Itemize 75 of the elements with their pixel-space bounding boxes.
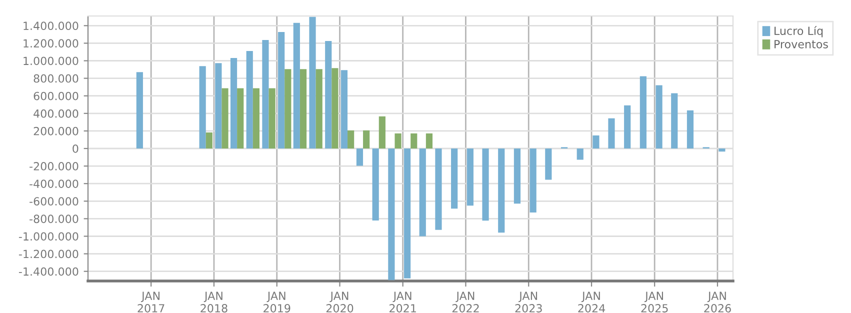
bar [215, 63, 222, 148]
bar [530, 148, 536, 213]
bar [718, 148, 726, 152]
bar [340, 70, 348, 148]
legend-label: Proventos [774, 40, 828, 48]
bar [482, 148, 489, 221]
y-tick-label: 1.200.000 [24, 39, 78, 48]
bar [378, 116, 386, 148]
bar [426, 133, 433, 148]
y-tick-label: 1.400.000 [24, 22, 78, 30]
x-tick-label: JAN 2017 [138, 292, 164, 312]
y-tick-label: 800.000 [34, 74, 78, 83]
bar [466, 148, 474, 206]
bar [545, 148, 552, 180]
bar [316, 69, 322, 148]
x-tick-label: JAN 2023 [515, 292, 542, 312]
x-tick-label: JAN 2024 [578, 292, 606, 312]
bar [576, 148, 584, 160]
bar [293, 22, 300, 148]
bar [199, 66, 206, 148]
bar [388, 148, 395, 280]
y-tick-label: -600.000 [30, 197, 78, 206]
bar [230, 58, 238, 148]
bar [624, 105, 631, 148]
bar [262, 40, 269, 148]
bar [640, 76, 646, 148]
y-tick-label: -1.200.000 [18, 250, 78, 258]
bar [372, 148, 379, 220]
bar [325, 41, 332, 148]
bar [222, 88, 228, 148]
bar [671, 93, 678, 148]
y-tick-label: -1.400.000 [18, 267, 78, 276]
bar [356, 148, 364, 166]
bar [136, 72, 143, 148]
x-tick-label: JAN 2022 [452, 292, 479, 312]
bar [608, 118, 615, 148]
x-tick-label: JAN 2026 [704, 292, 731, 312]
y-tick-label: -1.000.000 [18, 232, 78, 241]
bar [206, 132, 212, 148]
bar [592, 135, 600, 148]
bar [309, 16, 316, 148]
y-tick-label: -400.000 [30, 180, 78, 188]
bar [404, 148, 411, 278]
bar [246, 51, 253, 148]
legend-label: Lucro Líq [774, 26, 823, 38]
y-tick-label: -200.000 [30, 162, 78, 170]
bar [498, 148, 505, 233]
x-tick-label: JAN 2018 [200, 292, 228, 312]
bar [332, 68, 338, 148]
x-tick-label: JAN 2025 [641, 292, 668, 312]
bar [410, 133, 418, 148]
bar [656, 85, 662, 148]
x-tick-label: JAN 2021 [390, 292, 416, 312]
bar [394, 133, 402, 148]
bar [514, 148, 521, 204]
bar [237, 88, 244, 148]
y-tick-label: 200.000 [34, 126, 78, 136]
y-tick-label: -800.000 [30, 214, 78, 224]
bar [419, 148, 426, 236]
bar [686, 110, 694, 148]
bar [348, 130, 354, 148]
bar [284, 69, 292, 148]
bar [278, 32, 285, 148]
bar [252, 88, 260, 148]
y-tick-label: 0 [72, 144, 78, 153]
y-tick-label: 400.000 [34, 109, 78, 118]
bar [451, 148, 458, 209]
x-tick-label: JAN 2020 [326, 292, 354, 312]
bar [435, 148, 442, 230]
y-tick-label: 600.000 [34, 92, 78, 100]
x-tick-label: JAN 2019 [264, 292, 290, 312]
y-tick-label: 1.000.000 [24, 56, 78, 66]
bar [268, 88, 276, 148]
bar [300, 69, 307, 148]
bar [363, 130, 370, 148]
